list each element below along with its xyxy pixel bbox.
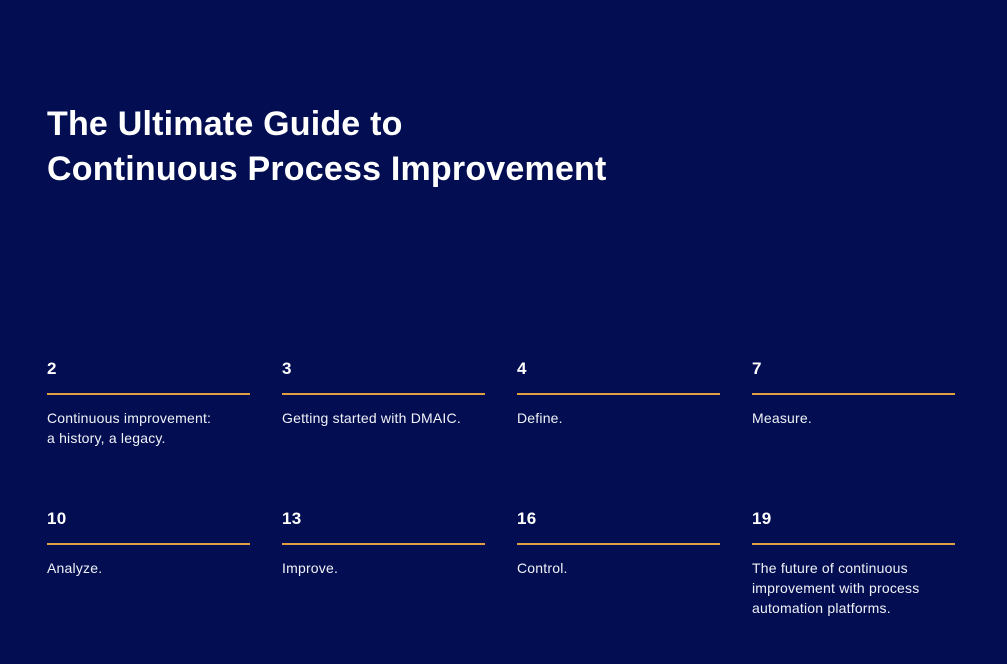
- toc-entry-label: Measure.: [752, 410, 812, 426]
- toc-page-number: 19: [752, 509, 772, 528]
- toc-page-number: 3: [282, 359, 292, 378]
- accent-rule: [282, 543, 485, 545]
- accent-rule: [517, 543, 720, 545]
- accent-rule: [282, 393, 485, 395]
- toc-entry-getting-started-dmaic[interactable]: 3 Getting started with DMAIC.: [282, 357, 485, 507]
- accent-rule: [752, 543, 955, 545]
- toc-page-number: 7: [752, 359, 762, 378]
- toc-page-number: 2: [47, 359, 57, 378]
- toc-entry-improve[interactable]: 13 Improve.: [282, 507, 485, 657]
- toc-entry-define[interactable]: 4 Define.: [517, 357, 720, 507]
- toc-entry-measure[interactable]: 7 Measure.: [752, 357, 955, 507]
- toc-entry-label: Getting started with DMAIC.: [282, 410, 461, 426]
- toc-entry-control[interactable]: 16 Control.: [517, 507, 720, 657]
- toc-entry-label: Improve.: [282, 560, 339, 576]
- toc-entry-label: Continuous improvement: a history, a leg…: [47, 410, 212, 446]
- accent-rule: [47, 393, 250, 395]
- toc-page-number: 13: [282, 509, 302, 528]
- accent-rule: [517, 393, 720, 395]
- toc-entry-label: The future of continuous improvement wit…: [752, 560, 920, 616]
- toc-entry-label: Analyze.: [47, 560, 103, 576]
- toc-entry-label: Control.: [517, 560, 568, 576]
- toc-entry-label: Define.: [517, 410, 563, 426]
- toc-page-number: 10: [47, 509, 67, 528]
- toc-entry-future-process-automation[interactable]: 19 The future of continuous improvement …: [752, 507, 955, 657]
- toc-page-number: 4: [517, 359, 527, 378]
- table-of-contents: 2 Continuous improvement: a history, a l…: [47, 357, 987, 657]
- toc-entry-continuous-improvement-history[interactable]: 2 Continuous improvement: a history, a l…: [47, 357, 250, 507]
- toc-page-number: 16: [517, 509, 537, 528]
- toc-entry-analyze[interactable]: 10 Analyze.: [47, 507, 250, 657]
- page-title: The Ultimate Guide to Continuous Process…: [47, 105, 607, 188]
- accent-rule: [752, 393, 955, 395]
- accent-rule: [47, 543, 250, 545]
